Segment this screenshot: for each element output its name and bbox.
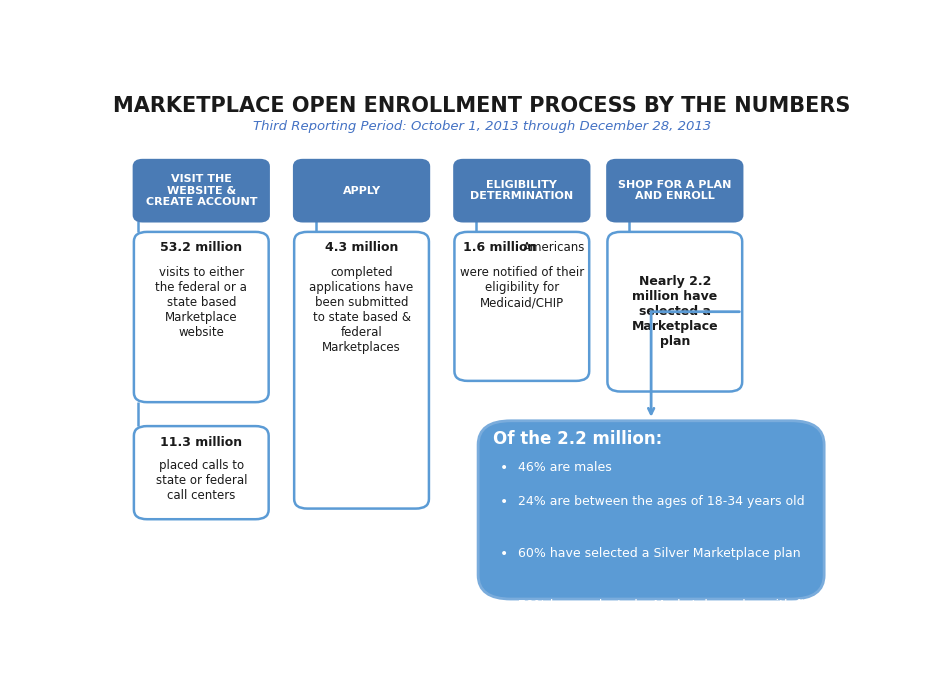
FancyBboxPatch shape <box>478 421 824 599</box>
Text: 46% are males: 46% are males <box>518 461 612 474</box>
Text: •: • <box>500 495 509 509</box>
Text: •: • <box>500 461 509 475</box>
Text: Americans: Americans <box>523 241 586 254</box>
Text: 24% are between the ages of 18-34 years old: 24% are between the ages of 18-34 years … <box>518 495 805 509</box>
Text: placed calls to
state or federal
call centers: placed calls to state or federal call ce… <box>155 459 247 502</box>
Text: 11.3 million: 11.3 million <box>160 436 243 448</box>
FancyBboxPatch shape <box>454 232 589 381</box>
Text: •: • <box>500 599 509 613</box>
FancyBboxPatch shape <box>133 232 269 402</box>
Text: VISIT THE
WEBSITE &
CREATE ACCOUNT: VISIT THE WEBSITE & CREATE ACCOUNT <box>146 174 257 207</box>
Text: APPLY: APPLY <box>342 186 381 196</box>
Text: 79% have selected a Marketplace plan with financial assistance: 79% have selected a Marketplace plan wit… <box>518 599 919 612</box>
FancyBboxPatch shape <box>454 160 589 221</box>
Text: ELIGIBILITY
DETERMINATION: ELIGIBILITY DETERMINATION <box>470 180 573 202</box>
Text: Of the 2.2 million:: Of the 2.2 million: <box>493 430 662 448</box>
FancyBboxPatch shape <box>133 426 269 519</box>
Text: visits to either
the federal or a
state based
Marketplace
website: visits to either the federal or a state … <box>155 267 247 339</box>
Text: completed
applications have
been submitted
to state based &
federal
Marketplaces: completed applications have been submitt… <box>309 267 414 354</box>
Text: 1.6 million: 1.6 million <box>463 241 537 254</box>
FancyBboxPatch shape <box>133 160 269 221</box>
Text: 53.2 million: 53.2 million <box>160 241 243 254</box>
Text: •: • <box>500 547 509 561</box>
Text: 4.3 million: 4.3 million <box>325 241 399 254</box>
Text: MARKETPLACE OPEN ENROLLMENT PROCESS BY THE NUMBERS: MARKETPLACE OPEN ENROLLMENT PROCESS BY T… <box>113 96 851 116</box>
FancyBboxPatch shape <box>294 232 429 509</box>
FancyBboxPatch shape <box>607 160 743 221</box>
FancyBboxPatch shape <box>607 232 743 392</box>
Text: Third Reporting Period: October 1, 2013 through December 28, 2013: Third Reporting Period: October 1, 2013 … <box>253 120 711 133</box>
Text: were notified of their
eligibility for
Medicaid/CHIP: were notified of their eligibility for M… <box>460 267 584 310</box>
Text: 60% have selected a Silver Marketplace plan: 60% have selected a Silver Marketplace p… <box>518 547 801 560</box>
FancyBboxPatch shape <box>294 160 429 221</box>
Text: SHOP FOR A PLAN
AND ENROLL: SHOP FOR A PLAN AND ENROLL <box>619 180 731 202</box>
Text: Nearly 2.2
million have
selected a
Marketplace
plan: Nearly 2.2 million have selected a Marke… <box>632 275 718 348</box>
